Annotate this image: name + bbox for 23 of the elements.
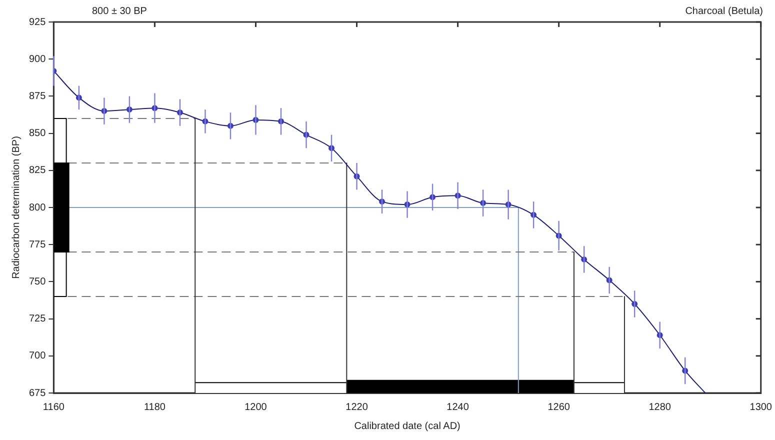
x-tick-label: 1220	[346, 402, 368, 413]
y-axis-title: Radiocarbon determination (BP)	[10, 136, 22, 279]
y-tick-label: 925	[28, 16, 46, 28]
x-tick-label: 1300	[750, 402, 772, 413]
y-tick-label: 725	[28, 314, 46, 325]
x-tick-label: 1260	[548, 402, 570, 413]
y-tick-label: 850	[28, 128, 46, 140]
y-tick-label: 675	[28, 388, 46, 399]
x-tick-label: 1160	[42, 402, 65, 413]
y-tick-label: 875	[28, 90, 46, 102]
x-axis-title: Calibrated date (cal AD)	[354, 420, 460, 432]
x-tick-label: 1240	[446, 402, 470, 413]
x-tick-label: 1180	[144, 402, 166, 413]
x-tick-label: 1280	[648, 402, 672, 413]
y-tick-label: 700	[28, 350, 46, 362]
x-tick-label: 1200	[244, 402, 268, 413]
y-tick-label: 900	[28, 54, 46, 65]
chart-title: 800 ± 30 BP	[92, 6, 147, 17]
y-tick-label: 825	[28, 165, 46, 176]
y-tick-label: 800	[28, 202, 46, 214]
chart-subtitle: Charcoal (Betula)	[685, 6, 763, 17]
y-tick-label: 775	[28, 239, 46, 250]
y-tick-label: 750	[28, 276, 46, 288]
